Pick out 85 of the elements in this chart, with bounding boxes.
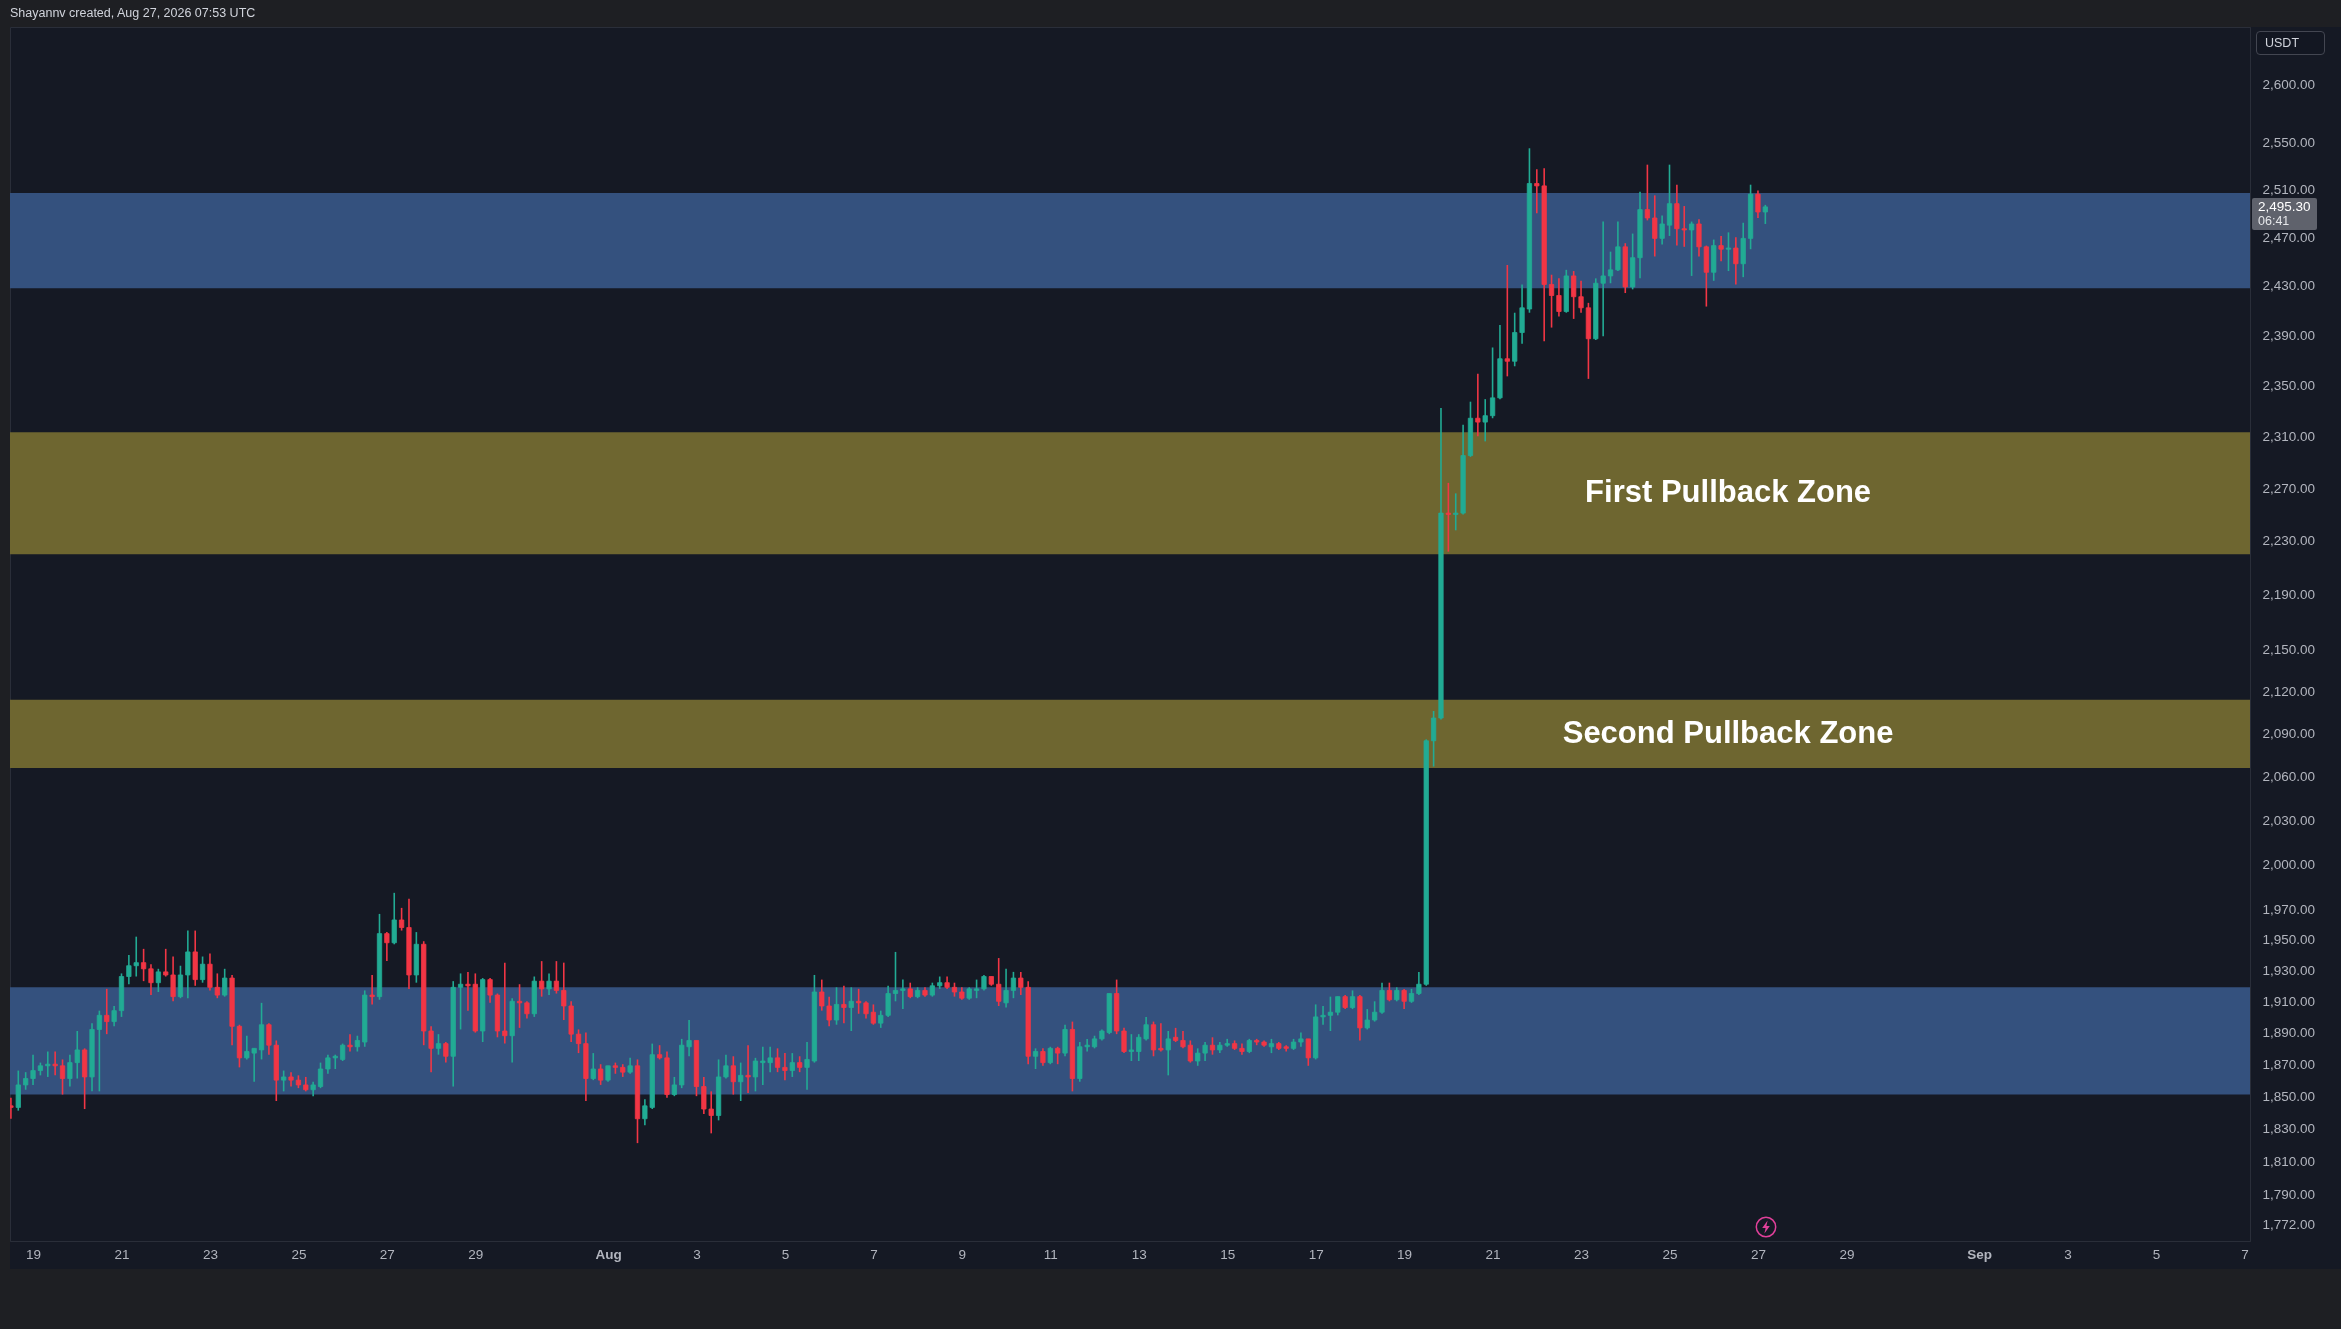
candlestick: [738, 1061, 744, 1102]
candlestick: [730, 1055, 736, 1096]
x-tick-label: 17: [1308, 1246, 1324, 1262]
x-tick-label: 11: [1043, 1246, 1058, 1262]
y-tick-label: 2,190.00: [2262, 587, 2316, 603]
x-tick-label: 29: [1839, 1246, 1855, 1262]
y-tick-label: 1,950.00: [2262, 932, 2316, 948]
y-tick-label: 2,090.00: [2262, 726, 2316, 742]
x-tick-label: 19: [1397, 1246, 1413, 1262]
y-tick-label: 1,830.00: [2262, 1120, 2316, 1136]
y-tick-label: 2,030.00: [2262, 812, 2316, 828]
x-tick-label: 3: [693, 1246, 701, 1262]
y-tick-label: 2,510.00: [2262, 181, 2316, 197]
candlestick: [546, 972, 552, 996]
x-tick-label: 27: [379, 1246, 395, 1262]
x-tick-label: 27: [1750, 1246, 1766, 1262]
x-tick-label: 23: [202, 1246, 218, 1262]
y-tick-label: 1,850.00: [2262, 1088, 2316, 1104]
candlestick: [973, 978, 980, 999]
y-tick-label: 2,000.00: [2262, 856, 2316, 872]
x-tick-label: 7: [2241, 1246, 2249, 1262]
y-tick-label: 2,430.00: [2262, 278, 2316, 294]
text: Shayannv created, Aug 27, 2026 07:53 UTC: [10, 6, 256, 21]
candlestick: [1128, 1033, 1134, 1062]
y-tick-label: 2,120.00: [2262, 683, 2316, 699]
x-tick-label: 19: [26, 1246, 42, 1262]
text: 06:41: [2258, 213, 2291, 228]
y-tick-label: 2,470.00: [2262, 229, 2316, 245]
y-tick-label: 1,970.00: [2262, 901, 2316, 917]
band-label: First Pullback Zone: [1585, 474, 1872, 510]
y-tick-label: 1,772.00: [2262, 1216, 2316, 1232]
x-tick-label: 13: [1131, 1246, 1147, 1262]
candlestick: [1718, 235, 1724, 263]
candlestick: [856, 988, 862, 1015]
candlestick: [1364, 1008, 1370, 1031]
candlestick: [1504, 264, 1510, 378]
x-tick-label: Sep: [1967, 1246, 1992, 1262]
y-tick-label: 1,790.00: [2262, 1186, 2316, 1202]
y-tick-label: 1,810.00: [2262, 1153, 2316, 1169]
y-tick-label: 2,150.00: [2262, 642, 2316, 658]
candlestick: [369, 974, 375, 1006]
x-tick-label: 7: [870, 1246, 878, 1262]
x-tick-label: 21: [1485, 1246, 1501, 1262]
y-tick-label: 2,600.00: [2262, 77, 2316, 93]
y-tick-label: 1,890.00: [2262, 1025, 2316, 1041]
x-tick-label: 9: [958, 1246, 967, 1262]
y-tick-label: 2,230.00: [2262, 533, 2316, 549]
candlestick: [900, 978, 906, 1010]
x-tick-label: 29: [468, 1246, 484, 1262]
candlestick: [1158, 1022, 1164, 1053]
candlestick: [1445, 482, 1451, 553]
candlestick: [1689, 220, 1695, 277]
x-tick-label: 25: [291, 1246, 307, 1262]
text: 2,495.30: [2258, 198, 2311, 214]
x-tick-label: 3: [2064, 1246, 2072, 1262]
x-tick-label: 23: [1574, 1246, 1590, 1262]
band-label: Second Pullback Zone: [1562, 714, 1894, 750]
x-tick-label: 25: [1662, 1246, 1678, 1262]
candlestick: [1762, 204, 1768, 225]
candlestick: [288, 1071, 294, 1088]
y-tick-label: 2,060.00: [2262, 769, 2316, 785]
x-tick-label: 15: [1220, 1246, 1236, 1262]
x-tick-label: 21: [114, 1246, 130, 1262]
candlestick: [745, 1044, 751, 1094]
candlestick: [222, 968, 228, 998]
y-tick-label: 2,390.00: [2262, 327, 2316, 343]
candlestick: [996, 957, 1002, 1007]
candlestick: [1298, 1031, 1304, 1048]
x-tick-label: 5: [2152, 1246, 2161, 1262]
candlestick: [281, 1069, 287, 1093]
y-tick-label: 2,550.00: [2262, 134, 2316, 150]
candlestick: [539, 960, 545, 998]
candlestick: [480, 977, 486, 1043]
y-tick-label: 1,870.00: [2262, 1056, 2316, 1072]
x-tick-label: 5: [781, 1246, 790, 1262]
candlestick: [1725, 231, 1732, 272]
y-tick-label: 2,310.00: [2262, 428, 2316, 444]
y-axis-title: USDT: [2256, 31, 2325, 55]
candlestick: [516, 983, 523, 1029]
y-tick-label: 2,350.00: [2262, 377, 2316, 393]
y-tick-label: 2,270.00: [2262, 480, 2316, 496]
y-tick-label: 1,910.00: [2262, 993, 2316, 1009]
x-tick-label: Aug: [595, 1246, 622, 1262]
y-tick-label: 1,930.00: [2262, 962, 2316, 978]
candlestick: [1607, 250, 1614, 285]
